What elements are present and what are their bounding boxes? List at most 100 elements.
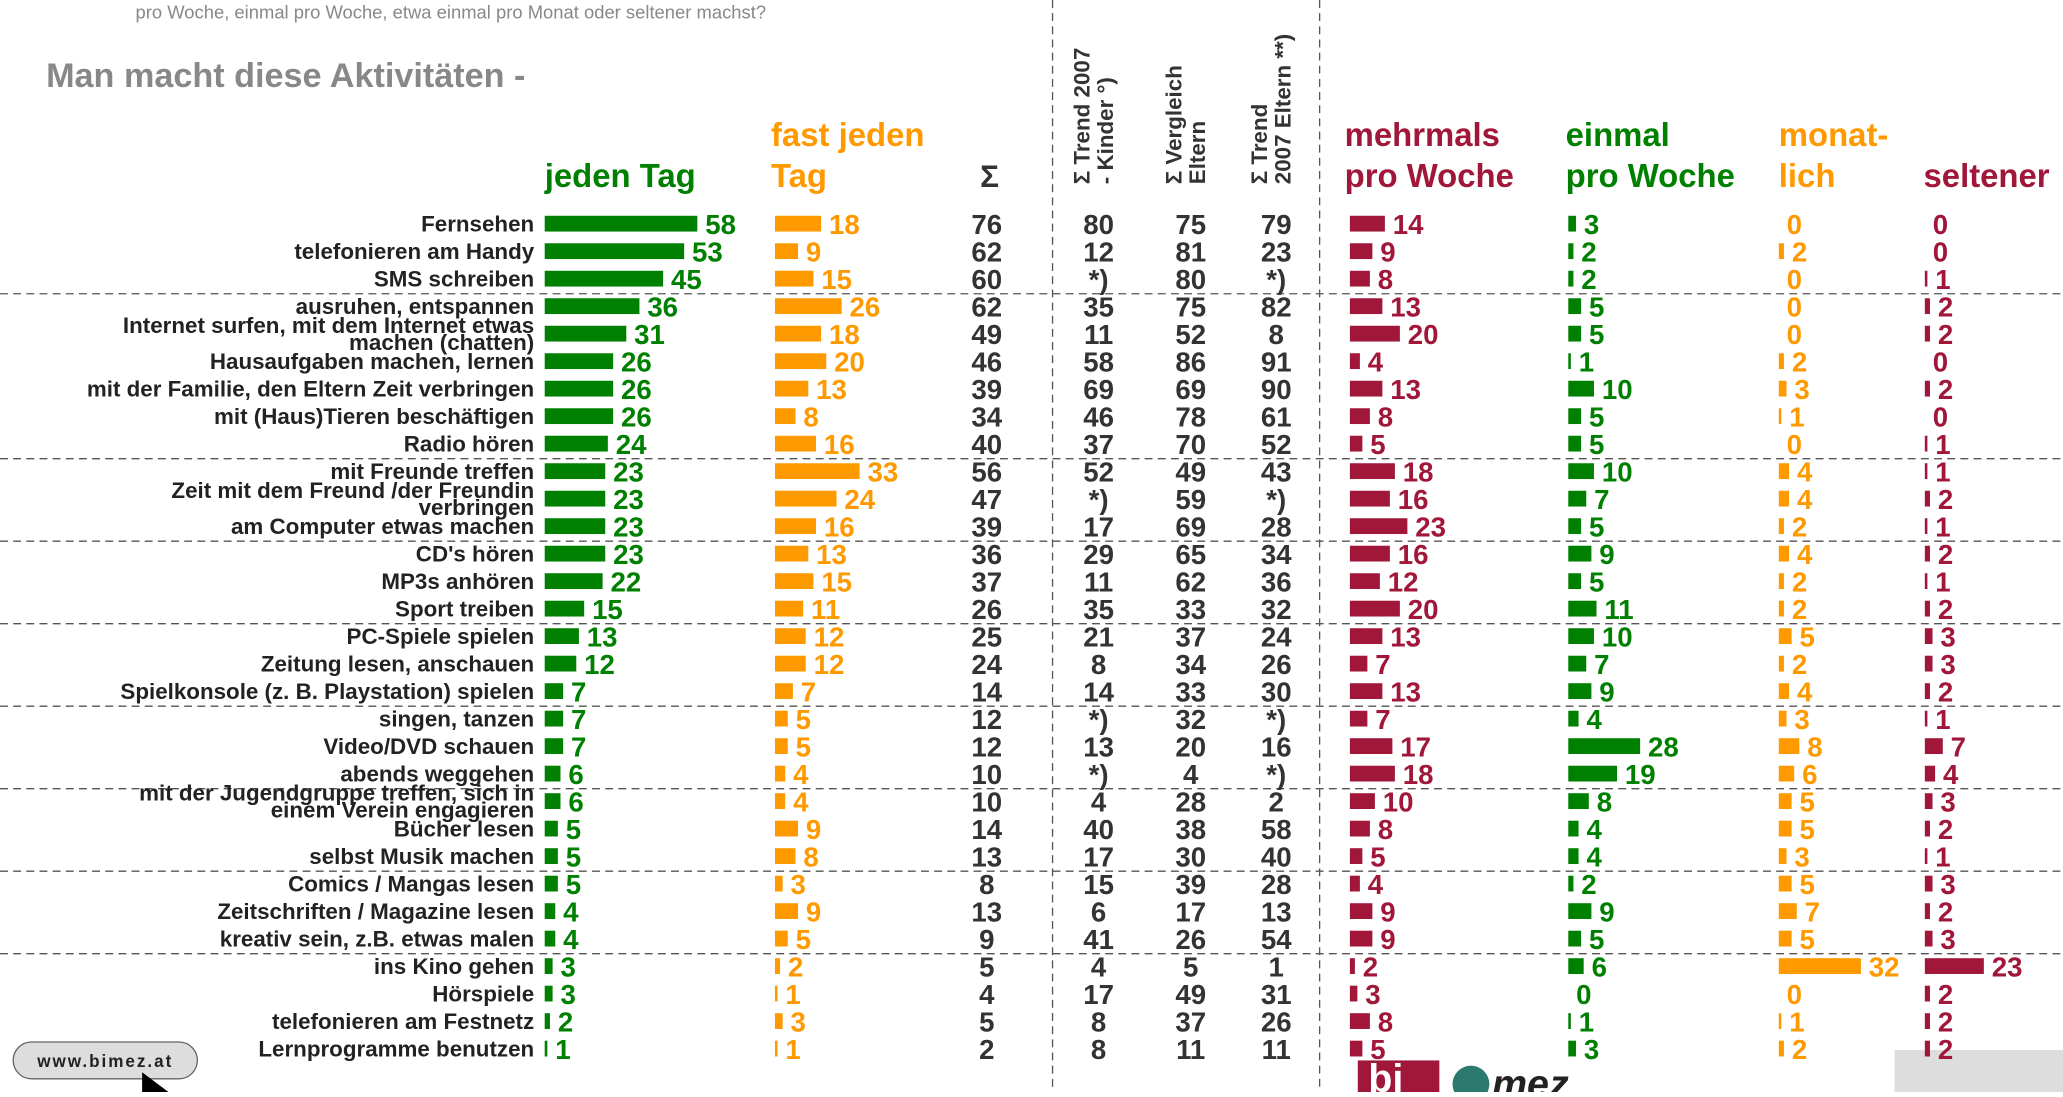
value-label: 13 — [587, 622, 618, 653]
value-label: 7 — [801, 677, 816, 708]
value-label: 7 — [571, 732, 586, 763]
value-text: 17 — [1083, 512, 1114, 543]
value-text: *) — [1089, 264, 1109, 295]
value-text: 49 — [1175, 457, 1206, 488]
value-text: *) — [1089, 484, 1109, 515]
value-label: 31 — [634, 319, 665, 350]
logo-text: mez — [1492, 1062, 1569, 1092]
value-label: 2 — [1938, 594, 1953, 625]
value-label: 11 — [811, 594, 840, 625]
bar — [1568, 298, 1582, 315]
value-text: 37 — [1175, 1007, 1206, 1038]
bar — [1568, 930, 1582, 947]
column-header: - Kinder °) — [1093, 77, 1118, 184]
bar — [1568, 710, 1579, 727]
value-label: 18 — [829, 209, 860, 240]
row-label: ins Kino gehen — [374, 954, 534, 979]
value-label: 4 — [793, 787, 809, 818]
value-text: 14 — [971, 814, 1002, 845]
bar — [1778, 1013, 1782, 1029]
value-label: 2 — [1938, 1007, 1953, 1038]
value-label: 26 — [621, 374, 652, 405]
value-text: 4 — [1091, 787, 1107, 818]
bar — [1924, 820, 1930, 837]
value-label: 5 — [1800, 869, 1815, 900]
value-text: 40 — [1083, 814, 1114, 845]
value-text: 28 — [1261, 869, 1292, 900]
value-text: 17 — [1083, 979, 1114, 1010]
value-text: 46 — [971, 347, 1002, 378]
value-label: 14 — [1393, 209, 1424, 240]
value-text: 14 — [1083, 677, 1114, 708]
row-label: Lernprogramme benutzen — [258, 1036, 534, 1061]
value-label: 8 — [1378, 1007, 1393, 1038]
value-text: 13 — [1083, 732, 1114, 763]
value-label: 5 — [1370, 429, 1385, 460]
bar — [774, 545, 809, 562]
value-label: 15 — [821, 567, 852, 598]
value-text: 35 — [1083, 594, 1114, 625]
value-label: 1 — [1789, 1007, 1804, 1038]
bar — [1568, 765, 1618, 782]
row-label: einem Verein engagieren — [271, 798, 534, 823]
value-text: 8 — [979, 869, 994, 900]
value-label: 12 — [814, 622, 845, 653]
bar — [774, 518, 816, 535]
bar — [1568, 848, 1579, 864]
bar — [774, 628, 806, 645]
bar — [1568, 793, 1589, 810]
row-label: am Computer etwas machen — [231, 514, 534, 539]
link-text[interactable]: www.bimez.at — [36, 1052, 173, 1071]
row-label: selbst Musik machen — [309, 844, 534, 869]
row-label: MP3s anhören — [381, 569, 534, 594]
value-text: 37 — [1083, 429, 1114, 460]
value-label: 33 — [868, 457, 899, 488]
value-text: 16 — [1261, 732, 1292, 763]
value-label: 5 — [1800, 924, 1815, 955]
value-label: 0 — [1787, 209, 1802, 240]
bar — [774, 683, 793, 700]
value-label: 1 — [1935, 704, 1950, 735]
value-label: 2 — [1938, 292, 1953, 323]
row-label: CD's hören — [416, 542, 534, 567]
value-label: 2 — [1581, 869, 1596, 900]
bar — [774, 738, 788, 755]
bar — [544, 270, 664, 287]
value-text: 10 — [971, 759, 1002, 790]
value-label: 9 — [806, 814, 821, 845]
value-label: 9 — [1599, 897, 1614, 928]
link-button[interactable]: www.bimez.at — [12, 1041, 199, 1080]
value-label: 0 — [1787, 264, 1802, 295]
value-label: 19 — [1625, 759, 1656, 790]
bar — [1349, 985, 1358, 1002]
bar — [1778, 518, 1784, 535]
value-text: 91 — [1261, 347, 1292, 378]
value-label: 8 — [803, 842, 818, 873]
value-text: 11 — [1262, 1034, 1291, 1065]
value-text: 31 — [1261, 979, 1292, 1010]
bar — [1349, 958, 1355, 974]
value-text: 69 — [1175, 374, 1206, 405]
value-label: 9 — [1380, 237, 1395, 268]
value-label: 1 — [1935, 457, 1950, 488]
value-text: *) — [1266, 759, 1286, 790]
bar — [1568, 628, 1594, 645]
bar — [1778, 353, 1784, 370]
value-label: 7 — [1375, 704, 1390, 735]
value-label: 5 — [1589, 292, 1604, 323]
column-header: Eltern — [1185, 121, 1210, 184]
bar — [774, 243, 799, 260]
value-text: 4 — [1183, 759, 1199, 790]
value-label: 2 — [1792, 649, 1807, 680]
value-label: 53 — [692, 237, 723, 268]
bar — [1349, 215, 1385, 232]
bar — [544, 765, 561, 782]
bar — [1349, 765, 1395, 782]
row-label: singen, tanzen — [379, 707, 534, 732]
bar — [774, 793, 786, 810]
bar — [774, 985, 778, 1002]
value-text: 12 — [971, 704, 1002, 735]
bar — [1568, 435, 1582, 452]
value-label: 2 — [1792, 567, 1807, 598]
bar — [1349, 380, 1383, 397]
